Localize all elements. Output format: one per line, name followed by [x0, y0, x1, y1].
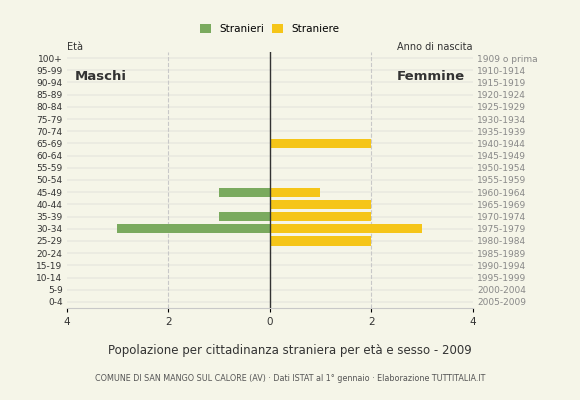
- Text: Anno di nascita: Anno di nascita: [397, 42, 473, 52]
- Bar: [270, 212, 371, 221]
- Bar: [219, 188, 270, 197]
- Legend: Stranieri, Straniere: Stranieri, Straniere: [200, 24, 339, 34]
- Bar: [270, 224, 422, 233]
- Bar: [270, 200, 371, 209]
- Bar: [270, 236, 371, 246]
- Bar: [270, 139, 371, 148]
- Text: Femmine: Femmine: [397, 70, 465, 83]
- Text: Popolazione per cittadinanza straniera per età e sesso - 2009: Popolazione per cittadinanza straniera p…: [108, 344, 472, 357]
- Text: Maschi: Maschi: [74, 70, 126, 83]
- Bar: [270, 188, 320, 197]
- Text: COMUNE DI SAN MANGO SUL CALORE (AV) · Dati ISTAT al 1° gennaio · Elaborazione TU: COMUNE DI SAN MANGO SUL CALORE (AV) · Da…: [95, 374, 485, 383]
- Bar: [219, 212, 270, 221]
- Text: Età: Età: [67, 42, 83, 52]
- Bar: [117, 224, 270, 233]
